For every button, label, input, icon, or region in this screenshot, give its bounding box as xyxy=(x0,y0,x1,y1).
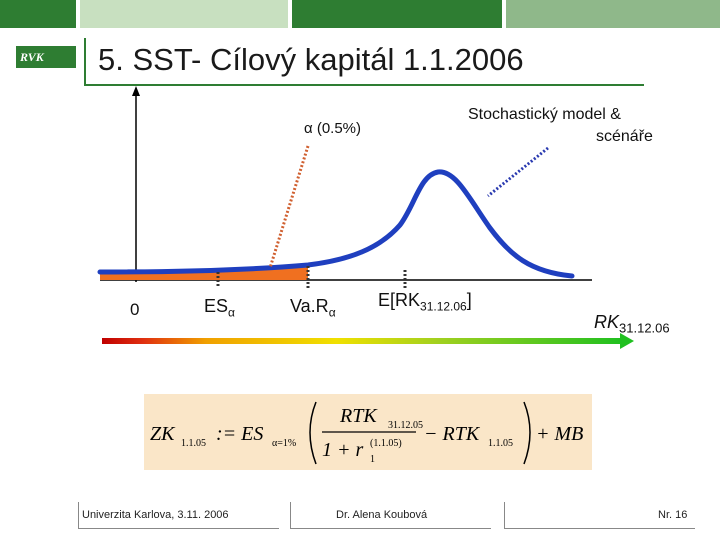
formula-numerator: RTK xyxy=(339,405,378,427)
footer-box-center xyxy=(290,502,491,529)
rk-text: RK xyxy=(594,312,620,332)
var-label: Va.Rα xyxy=(290,296,336,320)
title-divider-vertical xyxy=(84,38,86,86)
formula-minus-sub: 1.1.05 xyxy=(488,438,513,449)
var-subscript: α xyxy=(328,305,336,320)
formula-denominator: 1 + r xyxy=(322,439,363,461)
header-bar-4 xyxy=(506,0,720,28)
formula-minus: − RTK xyxy=(424,423,481,445)
footer-box-left xyxy=(78,502,279,529)
risk-gradient-bar xyxy=(102,338,622,344)
es-subscript: α xyxy=(228,305,235,320)
formula-num-sub: 31.12.05 xyxy=(388,420,423,431)
es-label: ESα xyxy=(204,296,235,320)
risk-gradient-arrow xyxy=(620,333,634,349)
formula-paren-right xyxy=(523,401,531,465)
y-axis-arrow xyxy=(132,86,140,96)
distribution-curve xyxy=(97,169,575,279)
rk-subscript: 31.12.06 xyxy=(619,320,670,336)
formula-es-sub: α=1% xyxy=(272,438,296,449)
model-label-line1: Stochastický model & xyxy=(468,106,621,123)
formula-plus: + MB xyxy=(536,423,583,445)
formula-paren-left xyxy=(309,401,317,465)
expect-close: ] xyxy=(466,290,472,310)
footer-left: Univerzita Karlova, 3.11. 2006 xyxy=(82,509,229,521)
formula-den-sup: (1.1.05) xyxy=(370,438,402,449)
es-text: ES xyxy=(204,296,229,316)
formula: ZK 1.1.05 := ES α=1% RTK 31.12.05 1 + r … xyxy=(150,401,583,465)
zero-label: 0 xyxy=(130,300,140,319)
header-bar-1 xyxy=(0,0,76,28)
alpha-pointer xyxy=(268,145,310,269)
expect-subscript: 31.12.06 xyxy=(420,299,467,314)
alpha-label: α (0.5%) xyxy=(304,120,362,137)
footer-box-right xyxy=(504,502,695,529)
formula-den-sub: 1 xyxy=(370,454,375,465)
formula-assign: := ES xyxy=(216,423,263,445)
model-pointer xyxy=(487,146,549,198)
expect-text: E[RK xyxy=(378,290,421,310)
formula-lhs: ZK xyxy=(150,423,176,445)
expect-label: E[RK31.12.06] xyxy=(378,290,472,314)
header-bar-3 xyxy=(292,0,502,28)
formula-lhs-sub: 1.1.05 xyxy=(181,438,206,449)
footer-center: Dr. Alena Koubová xyxy=(336,509,428,521)
var-text: Va.R xyxy=(290,296,329,316)
title-divider-horizontal xyxy=(84,84,644,86)
rk-label: RK31.12.06 xyxy=(594,312,670,336)
formula-box: ZK 1.1.05 := ES α=1% RTK 31.12.05 1 + r … xyxy=(144,394,592,470)
logo: RVK xyxy=(16,46,76,68)
footer-right: Nr. 16 xyxy=(658,509,688,521)
model-label-line2: scénáře xyxy=(596,128,653,145)
header-bar-2 xyxy=(80,0,288,28)
page-title: 5. SST- Cílový kapitál 1.1.2006 xyxy=(98,42,524,77)
